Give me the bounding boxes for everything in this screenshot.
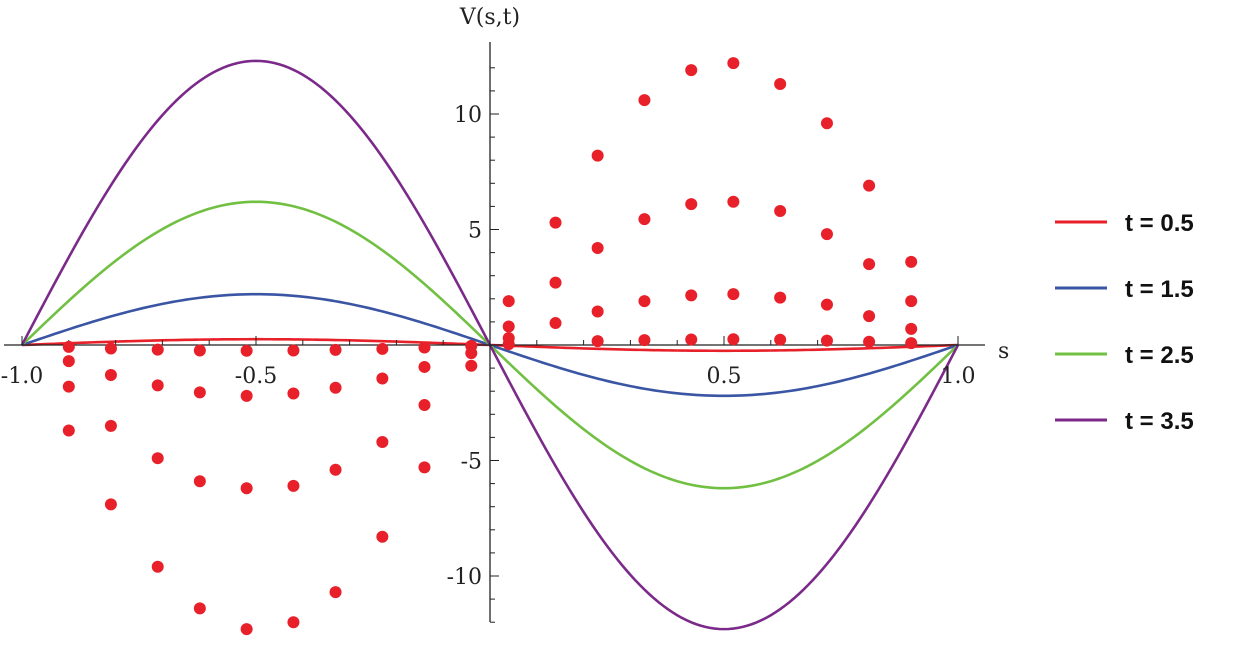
data-point-series-4: [329, 586, 342, 599]
data-point-series-4: [240, 623, 253, 636]
legend-label-1: t = 0.5: [1125, 210, 1194, 237]
data-point-series-2: [62, 355, 75, 368]
data-point-series-1: [905, 337, 918, 350]
marker-layer: [62, 57, 918, 636]
data-point-series-2: [376, 372, 389, 385]
data-point-series-3: [905, 295, 918, 308]
data-point-series-3: [727, 195, 740, 208]
data-point-series-4: [685, 64, 698, 77]
data-point-series-2: [287, 387, 300, 400]
data-point-series-2: [549, 317, 562, 330]
data-point-series-1: [62, 340, 75, 353]
x-tick-label: -1.0: [1, 364, 43, 389]
data-point-series-4: [549, 216, 562, 229]
legend-label-2: t = 1.5: [1125, 276, 1194, 303]
data-point-series-4: [727, 57, 740, 70]
data-point-series-3: [820, 228, 833, 241]
data-point-series-2: [329, 381, 342, 394]
data-point-series-4: [638, 94, 651, 107]
data-point-series-3: [104, 419, 117, 432]
data-point-series-3: [62, 380, 75, 393]
data-point-series-3: [287, 479, 300, 492]
data-point-series-4: [863, 179, 876, 192]
data-point-series-3: [549, 276, 562, 289]
data-point-series-4: [820, 117, 833, 130]
data-point-series-3: [240, 482, 253, 495]
data-point-series-2: [193, 386, 206, 399]
data-point-series-1: [376, 342, 389, 355]
data-point-series-1: [820, 334, 833, 347]
data-point-series-2: [502, 332, 515, 345]
data-point-series-3: [329, 463, 342, 476]
axes-layer: -1.0 -0.5 0.5 1.0 -10 -5 5 10 s V(s,t): [1, 5, 1009, 623]
data-point-series-1: [151, 343, 164, 356]
data-point-series-2: [418, 360, 431, 373]
data-point-series-2: [151, 379, 164, 392]
data-point-series-1: [863, 335, 876, 348]
data-point-series-1: [193, 344, 206, 357]
y-axis-label: V(s,t): [459, 5, 520, 30]
data-point-series-3: [418, 399, 431, 412]
y-tick-label: -5: [461, 450, 482, 475]
data-point-series-3: [638, 213, 651, 226]
data-point-series-4: [591, 149, 604, 162]
data-point-series-3: [465, 359, 478, 372]
x-axis-label: s: [998, 339, 1009, 364]
data-point-series-2: [591, 305, 604, 318]
x-tick-label: -0.5: [235, 364, 277, 389]
y-tick-label: -10: [447, 565, 482, 590]
data-point-series-1: [727, 333, 740, 346]
data-point-series-1: [104, 342, 117, 355]
data-point-series-3: [376, 436, 389, 449]
data-point-series-2: [774, 291, 787, 304]
data-point-series-4: [62, 424, 75, 437]
data-point-series-2: [820, 298, 833, 311]
data-point-series-2: [465, 347, 478, 360]
data-point-series-3: [502, 320, 515, 333]
data-point-series-4: [193, 602, 206, 615]
data-point-series-1: [329, 343, 342, 356]
data-point-series-4: [502, 295, 515, 308]
data-point-series-4: [151, 560, 164, 573]
data-point-series-2: [863, 310, 876, 323]
legend-label-4: t = 3.5: [1125, 408, 1194, 435]
data-point-series-3: [193, 475, 206, 488]
data-point-series-2: [727, 288, 740, 301]
data-point-series-3: [151, 452, 164, 465]
data-point-series-1: [591, 335, 604, 348]
data-point-series-1: [240, 344, 253, 357]
data-point-series-3: [591, 241, 604, 254]
legend: t = 0.5 t = 1.5 t = 2.5 t = 3.5: [1055, 210, 1194, 435]
data-point-series-1: [418, 341, 431, 354]
data-point-series-4: [376, 530, 389, 543]
legend-label-3: t = 2.5: [1125, 342, 1194, 369]
data-point-series-2: [638, 295, 651, 308]
data-point-series-4: [287, 616, 300, 629]
data-point-series-1: [287, 344, 300, 357]
data-point-series-3: [774, 205, 787, 218]
data-point-series-4: [418, 461, 431, 474]
data-point-series-3: [685, 198, 698, 211]
data-point-series-4: [905, 255, 918, 268]
data-point-series-2: [685, 289, 698, 302]
data-point-series-1: [685, 333, 698, 346]
data-point-series-2: [104, 369, 117, 382]
data-point-series-4: [104, 498, 117, 511]
data-point-series-4: [774, 77, 787, 90]
x-tick-label: 0.5: [707, 364, 742, 389]
data-point-series-3: [863, 258, 876, 271]
y-tick-label: 10: [454, 103, 482, 128]
data-point-series-1: [774, 333, 787, 346]
data-point-series-1: [638, 334, 651, 347]
y-tick-label: 5: [468, 219, 482, 244]
data-point-series-2: [905, 322, 918, 335]
x-tick-label: 1.0: [941, 364, 976, 389]
data-point-series-2: [240, 389, 253, 402]
